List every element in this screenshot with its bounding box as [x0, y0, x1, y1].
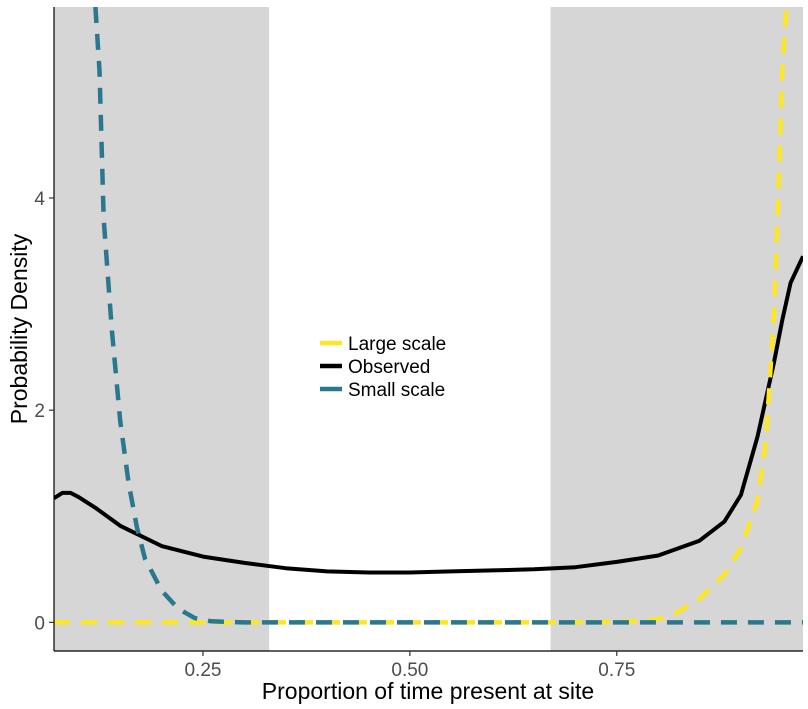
legend-label-large-scale: Large scale	[348, 334, 446, 355]
shaded-region-1	[54, 7, 270, 651]
series-line-observed	[54, 255, 803, 575]
shaded-region-2	[550, 7, 803, 651]
x-tick-label: 0.75	[598, 660, 635, 681]
legend-label-observed: Observed	[348, 357, 430, 378]
legend-label-small-scale: Small scale	[348, 380, 445, 401]
y-axis-ticks: 0 2 4	[34, 189, 54, 634]
x-tick-label: 0.25	[184, 660, 221, 681]
y-tick-label: 4	[34, 189, 45, 210]
y-axis-title: Probability Density	[6, 233, 32, 424]
series-line-small-scale	[93, 7, 803, 625]
shaded-regions	[54, 7, 803, 651]
y-tick-label: 0	[34, 613, 45, 634]
x-tick-label: 0.50	[391, 660, 428, 681]
series-lines	[54, 7, 803, 625]
x-axis-title: Proportion of time present at site	[262, 678, 594, 704]
y-tick-label: 2	[34, 401, 45, 422]
x-axis-ticks: 0.25 0.50 0.75	[184, 651, 635, 681]
